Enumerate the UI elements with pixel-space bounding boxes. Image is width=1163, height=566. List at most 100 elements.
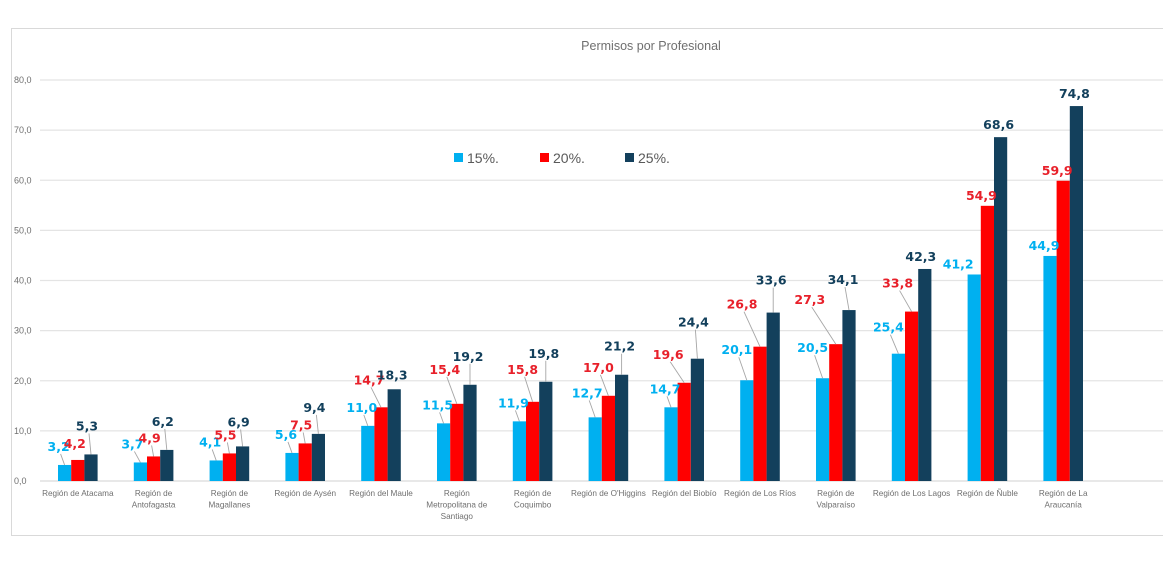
data-label: 19,8 xyxy=(528,346,559,361)
bar-25pct xyxy=(918,268,932,481)
legend-label: 15%. xyxy=(467,150,499,166)
y-tick-label: 80,0 xyxy=(14,75,32,85)
legend: 15%. 20%. 25%. xyxy=(454,150,670,166)
data-label: 33,8 xyxy=(882,276,913,291)
y-tick-label: 30,0 xyxy=(14,326,32,336)
bar-15pct xyxy=(588,417,602,481)
data-label: 11,5 xyxy=(422,397,453,412)
label-leader-line xyxy=(743,311,761,347)
legend-label: 20%. xyxy=(553,150,585,166)
x-tick-label: Región del Biobío xyxy=(652,489,717,498)
bar-15pct xyxy=(816,378,830,481)
label-leader-line xyxy=(738,357,748,381)
label-leader-line xyxy=(666,396,672,408)
bar-15pct xyxy=(285,452,299,481)
data-label: 68,6 xyxy=(983,117,1014,132)
label-leader-line xyxy=(514,410,520,422)
label-leader-line xyxy=(694,329,698,359)
data-label: 27,3 xyxy=(794,292,825,307)
label-leader-line xyxy=(287,441,293,454)
legend-label: 25%. xyxy=(638,150,670,166)
data-label: 6,2 xyxy=(152,414,174,429)
data-labels: 3,2 3,7 4,1 5,6 11,0 11,5 11,9 12,7 14,7 20,1 20,5… xyxy=(48,86,1090,454)
y-tick-label: 40,0 xyxy=(14,276,32,286)
data-label: 4,2 xyxy=(64,436,86,451)
bar-20pct xyxy=(601,395,615,481)
bar-20pct xyxy=(753,346,767,481)
label-leader-line xyxy=(844,286,850,311)
bar-15pct xyxy=(664,407,678,481)
label-leader-line xyxy=(599,374,609,396)
x-tick-label: Región de O'Higgins xyxy=(571,489,646,498)
legend-swatch xyxy=(540,153,549,162)
x-tick-label: Región de Los Ríos xyxy=(724,489,796,498)
data-label: 5,5 xyxy=(214,427,236,442)
bar-20pct xyxy=(222,453,236,481)
data-label: 21,2 xyxy=(604,339,635,354)
label-leader-line xyxy=(446,376,458,404)
bar-25pct xyxy=(1069,106,1083,481)
data-label-leaders xyxy=(60,286,912,466)
legend-item: 15%. xyxy=(454,150,499,166)
bars xyxy=(58,106,1083,481)
y-tick-label: 0,0 xyxy=(14,476,27,486)
x-tick-label: Región de Antofagasta xyxy=(132,489,176,510)
label-leader-line xyxy=(370,387,382,408)
bar-15pct xyxy=(437,423,451,481)
y-axis-ticks: 0,0 10,0 20,0 30,0 40,0 50,0 60,0 70,0 80,0 xyxy=(14,75,32,486)
chart-title: Permisos por Profesional xyxy=(581,39,721,53)
bar-25pct xyxy=(994,137,1008,481)
label-leader-line xyxy=(439,412,445,424)
data-label: 14,7 xyxy=(354,372,385,387)
data-label: 15,8 xyxy=(507,362,538,377)
bar-15pct xyxy=(512,421,526,481)
y-tick-label: 10,0 xyxy=(14,426,32,436)
x-axis-ticks: Región de Atacama Región de Antofagasta Reg… xyxy=(42,488,1088,521)
x-tick-label: Región de Atacama xyxy=(42,489,114,498)
label-leader-line xyxy=(88,433,92,455)
label-leader-line xyxy=(899,290,912,312)
data-label: 24,4 xyxy=(678,315,709,330)
label-leader-line xyxy=(134,451,141,463)
data-label: 41,2 xyxy=(943,256,974,271)
data-label: 3,7 xyxy=(121,436,143,451)
legend-swatch xyxy=(625,153,634,162)
bar-25pct xyxy=(842,310,856,481)
bar-20pct xyxy=(450,403,464,481)
label-leader-line xyxy=(164,428,168,450)
bar-15pct xyxy=(1043,255,1057,481)
label-leader-line xyxy=(211,449,217,461)
y-tick-label: 60,0 xyxy=(14,175,32,185)
data-label: 54,9 xyxy=(966,188,997,203)
data-label: 3,2 xyxy=(48,439,70,454)
x-tick-label: Región de Aysén xyxy=(274,489,336,498)
label-leader-line xyxy=(302,432,306,444)
bar-15pct xyxy=(133,462,147,481)
legend-swatch xyxy=(454,153,463,162)
data-label: 74,8 xyxy=(1059,86,1090,101)
bar-20pct xyxy=(374,407,388,481)
x-tick-label: Región del Maule xyxy=(349,489,413,498)
y-tick-label: 20,0 xyxy=(14,376,32,386)
x-tick-label: Región de Magallanes xyxy=(208,489,250,510)
bar-25pct xyxy=(463,384,477,481)
bar-20pct xyxy=(829,344,843,481)
data-label: 18,3 xyxy=(377,367,408,382)
bar-20pct xyxy=(526,401,540,481)
bar-20pct xyxy=(905,311,919,481)
legend-item: 25%. xyxy=(625,150,670,166)
data-label: 26,8 xyxy=(727,297,758,312)
bar-20pct xyxy=(298,443,312,481)
x-tick-label: Región de Coquimbo xyxy=(514,489,552,510)
label-leader-line xyxy=(889,334,899,354)
data-label: 11,9 xyxy=(498,395,529,410)
bar-15pct xyxy=(891,353,905,481)
data-label: 59,9 xyxy=(1042,163,1073,178)
data-label: 14,7 xyxy=(650,381,681,396)
label-leader-line xyxy=(814,355,824,379)
data-label: 4,1 xyxy=(199,434,221,449)
bar-25pct xyxy=(311,433,325,481)
bar-15pct xyxy=(740,380,754,481)
data-label: 7,5 xyxy=(290,417,312,432)
